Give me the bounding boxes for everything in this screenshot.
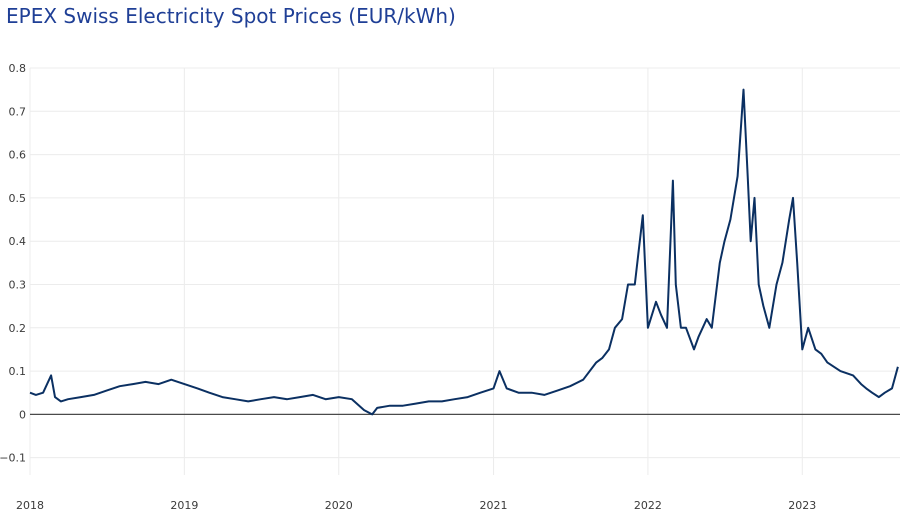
series-layer — [29, 88, 899, 416]
x-tick-label: 2023 — [788, 499, 816, 512]
y-tick-label: 0.3 — [9, 278, 27, 291]
y-tick-label: 0 — [19, 408, 26, 421]
series-line — [29, 88, 899, 416]
y-tick-label: −0.1 — [0, 452, 26, 465]
x-tick-label: 2018 — [16, 499, 44, 512]
y-tick-label: 0.8 — [9, 62, 27, 75]
x-tick-label: 2019 — [170, 499, 198, 512]
axis-layer: −0.1 0 0.1 0.2 0.3 0.4 0.5 0.6 0.7 0.8 2018 2019 202… — [0, 62, 900, 512]
chart-title: EPEX Swiss Electricity Spot Prices (EUR/… — [6, 4, 456, 28]
x-tick-label: 2022 — [634, 499, 662, 512]
grid-layer — [29, 67, 900, 475]
y-tick-label: 0.4 — [9, 235, 27, 248]
y-tick-label: 0.2 — [9, 322, 27, 335]
y-tick-label: 0.5 — [9, 192, 27, 205]
x-tick-label: 2021 — [480, 499, 508, 512]
x-tick-label: 2020 — [325, 499, 353, 512]
y-tick-label: 0.7 — [9, 105, 27, 118]
y-tick-label: 0.6 — [9, 149, 27, 162]
y-tick-label: 0.1 — [9, 365, 27, 378]
